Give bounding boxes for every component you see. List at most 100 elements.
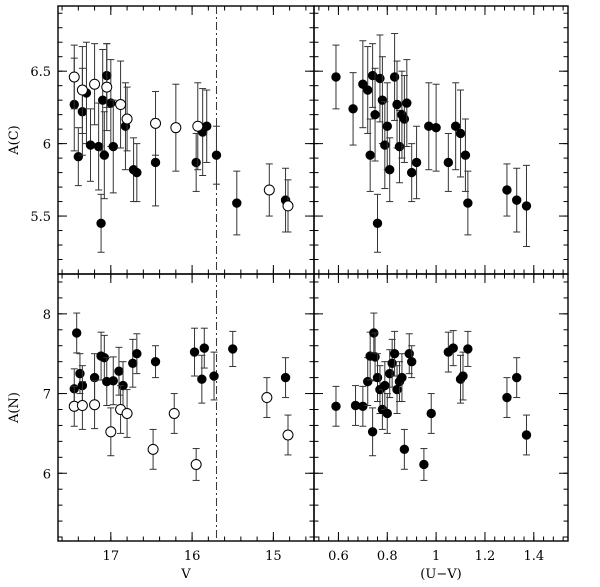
data-point-open	[105, 426, 117, 438]
x-tick-label: 1.2	[475, 549, 496, 564]
data-point-filled	[426, 408, 436, 419]
x-tick-label: 15	[265, 549, 282, 564]
data-point-open	[282, 429, 294, 441]
data-point-filled	[450, 121, 461, 131]
data-point-filled	[280, 372, 291, 383]
data-point-filled	[397, 372, 407, 383]
data-point-open	[170, 122, 182, 134]
data-point-filled	[331, 72, 341, 82]
data-point-filled	[431, 122, 441, 133]
data-point-filled	[512, 372, 522, 383]
data-point-filled	[382, 408, 392, 419]
data-point-filled	[128, 358, 138, 368]
data-point-filled	[211, 150, 222, 160]
data-point-filled	[99, 150, 110, 160]
x-tick-label: 0.8	[377, 549, 398, 564]
data-point-filled	[132, 349, 142, 359]
data-point-filled	[197, 374, 207, 384]
x-tick-label: 0.6	[328, 549, 349, 564]
data-point-open	[192, 120, 204, 132]
data-point-filled	[150, 157, 161, 168]
data-point-filled	[402, 98, 412, 108]
data-point-filled	[382, 121, 392, 131]
data-point-filled	[348, 104, 358, 114]
data-point-filled	[463, 344, 473, 354]
data-point-filled	[150, 356, 161, 367]
y-tick-label: 6	[43, 467, 51, 482]
data-point-filled	[232, 198, 242, 208]
data-point-open	[263, 184, 275, 196]
data-point-filled	[114, 366, 124, 376]
data-point-filled	[460, 150, 471, 160]
data-point-open	[282, 200, 294, 212]
data-point-open	[121, 113, 133, 125]
data-point-filled	[458, 371, 468, 381]
data-point-filled	[392, 99, 402, 110]
panel-frame-C_vs_UV	[313, 5, 569, 275]
y-tick-label: 5.5	[30, 210, 51, 225]
x-axis-label-right: (U−V)	[420, 567, 461, 582]
data-point-filled	[75, 368, 85, 379]
data-point-filled	[108, 141, 118, 152]
x-tick-label: 16	[184, 549, 201, 564]
data-point-open	[147, 443, 159, 455]
data-point-filled	[71, 328, 82, 338]
data-point-filled	[367, 427, 378, 437]
data-point-open	[101, 81, 113, 93]
data-point-filled	[331, 401, 341, 412]
panel-frame-C_vs_V	[57, 5, 315, 275]
y-tick-label: 6.5	[30, 65, 51, 80]
data-point-open	[89, 399, 101, 411]
data-point-filled	[380, 380, 390, 391]
data-point-filled	[93, 141, 104, 152]
data-point-filled	[96, 218, 106, 228]
data-point-filled	[521, 430, 532, 440]
data-point-filled	[463, 198, 473, 208]
y-axis-label-bottom: A(N)	[7, 392, 22, 424]
data-point-filled	[358, 401, 368, 412]
data-point-filled	[448, 343, 458, 353]
data-point-open	[261, 392, 273, 404]
x-tick-label: 1	[432, 549, 440, 564]
data-point-filled	[399, 444, 410, 455]
data-point-filled	[406, 356, 417, 367]
data-point-open	[115, 99, 127, 111]
data-point-filled	[365, 150, 375, 160]
data-point-filled	[370, 109, 380, 120]
data-point-open	[168, 407, 180, 419]
data-point-filled	[228, 344, 238, 354]
x-axis-label-left: V	[180, 567, 191, 582]
x-tick-label: 1.4	[523, 549, 544, 564]
data-point-open	[190, 458, 202, 470]
data-point-filled	[455, 128, 466, 139]
data-point-filled	[85, 140, 96, 150]
data-point-open	[89, 78, 101, 90]
y-tick-label: 8	[43, 308, 51, 323]
data-point-filled	[97, 95, 108, 105]
y-axis-label-top: A(C)	[7, 125, 22, 155]
data-point-open	[68, 71, 80, 83]
data-point-filled	[389, 349, 400, 359]
panel-frame-N_vs_UV	[313, 273, 569, 542]
data-point-filled	[189, 347, 200, 357]
data-point-filled	[209, 371, 219, 381]
data-point-filled	[191, 157, 201, 168]
data-point-open	[76, 84, 88, 96]
data-point-filled	[73, 151, 84, 162]
data-point-filled	[419, 459, 429, 470]
data-point-filled	[411, 157, 422, 168]
data-point-filled	[199, 343, 209, 353]
data-point-filled	[512, 195, 522, 205]
data-point-filled	[521, 201, 532, 211]
data-point-filled	[443, 157, 454, 168]
data-point-filled	[202, 121, 212, 131]
data-point-open	[150, 117, 162, 129]
data-point-filled	[363, 85, 373, 95]
y-tick-label: 7	[43, 388, 51, 403]
data-point-open	[121, 407, 133, 419]
data-point-filled	[406, 167, 417, 178]
data-point-filled	[502, 392, 512, 403]
x-tick-label: 17	[103, 549, 120, 564]
data-point-filled	[385, 164, 395, 175]
